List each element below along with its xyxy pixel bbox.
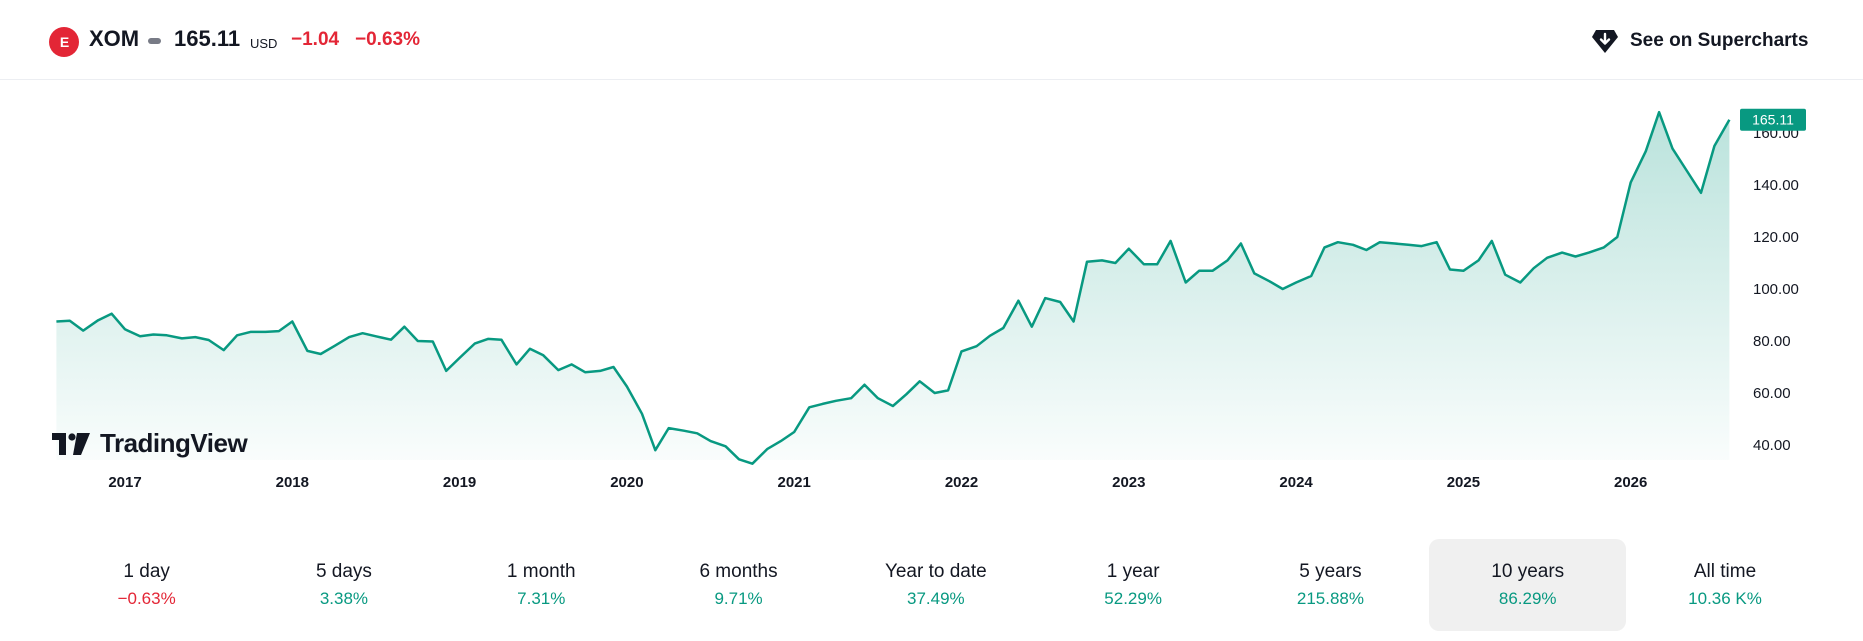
x-tick-label: 2021 bbox=[778, 474, 811, 491]
last-price: 165.11 bbox=[174, 26, 241, 51]
period-tab[interactable]: 5 years 215.88% bbox=[1232, 539, 1429, 631]
period-tab[interactable]: 6 months 9.71% bbox=[640, 539, 837, 631]
period-tab[interactable]: 5 days 3.38% bbox=[245, 539, 442, 631]
y-tick-label: 40.00 bbox=[1753, 437, 1791, 454]
price-line bbox=[56, 110, 1731, 465]
tradingview-logo-text: TradingView bbox=[100, 428, 248, 458]
period-change-value: 86.29% bbox=[1498, 589, 1557, 608]
x-tick-label: 2020 bbox=[610, 474, 643, 491]
x-tick-label: 2017 bbox=[108, 474, 141, 491]
period-tab[interactable]: 1 day −0.63% bbox=[48, 539, 245, 631]
price-area-fill bbox=[56, 112, 1730, 464]
period-label: 5 years bbox=[1299, 561, 1362, 582]
period-change-value: 52.29% bbox=[1104, 589, 1162, 608]
price-chart[interactable]: 160.00140.00120.00100.0080.0060.0040.00 … bbox=[0, 80, 1863, 500]
last-price-tag-label: 165.11 bbox=[1752, 112, 1794, 128]
period-tab[interactable]: 1 year 52.29% bbox=[1034, 539, 1231, 631]
exchange-logo-icon: E bbox=[49, 27, 79, 57]
period-tab[interactable]: Year to date 37.49% bbox=[837, 539, 1034, 631]
period-tab[interactable]: 1 month 7.31% bbox=[443, 539, 640, 631]
x-tick-label: 2026 bbox=[1614, 474, 1647, 491]
chart-header: E XOM 165.11 USD −1.04 −0.63% See on Sup… bbox=[0, 0, 1863, 80]
period-change-value: 215.88% bbox=[1296, 589, 1364, 608]
period-label: All time bbox=[1693, 561, 1757, 582]
diamond-arrow-icon bbox=[1592, 30, 1618, 53]
last-price-tag bbox=[1740, 108, 1806, 131]
period-change-value: 3.38% bbox=[319, 589, 369, 608]
x-tick-label: 2024 bbox=[1279, 474, 1313, 491]
period-change-value: 37.49% bbox=[907, 589, 965, 608]
price-change-percent: −0.63% bbox=[355, 29, 420, 50]
y-tick-label: 120.00 bbox=[1753, 229, 1799, 246]
period-label: 1 day bbox=[123, 561, 170, 582]
tradingview-logo: TradingView bbox=[52, 428, 248, 459]
period-label: 10 years bbox=[1491, 561, 1565, 582]
x-tick-label: 2025 bbox=[1447, 474, 1480, 491]
x-tick-label: 2023 bbox=[1112, 474, 1145, 491]
period-change-value: 10.36 K% bbox=[1688, 589, 1762, 608]
see-on-supercharts-button[interactable]: See on Supercharts bbox=[1590, 24, 1808, 58]
period-label: 5 days bbox=[315, 561, 372, 582]
period-tab[interactable]: All time 10.36 K% bbox=[1626, 539, 1823, 631]
currency-label: USD bbox=[250, 36, 278, 51]
x-tick-label: 2022 bbox=[945, 474, 978, 491]
period-tab[interactable]: 10 years 86.29% bbox=[1429, 539, 1627, 631]
period-label: 1 year bbox=[1106, 561, 1160, 582]
period-label: 1 month bbox=[506, 561, 576, 582]
x-tick-label: 2018 bbox=[276, 474, 309, 491]
separator-dash bbox=[148, 38, 161, 44]
y-tick-label: 60.00 bbox=[1753, 385, 1791, 402]
x-tick-label: 2019 bbox=[443, 474, 476, 491]
supercharts-label: See on Supercharts bbox=[1630, 30, 1809, 51]
price-change: −1.04 bbox=[291, 29, 340, 50]
period-label: Year to date bbox=[884, 561, 987, 582]
y-tick-label: 100.00 bbox=[1753, 281, 1799, 298]
symbol-name[interactable]: XOM bbox=[89, 26, 140, 51]
period-change-value: 9.71% bbox=[714, 589, 763, 608]
tradingview-mark-icon bbox=[52, 432, 90, 455]
period-label: 6 months bbox=[699, 561, 778, 582]
period-change-value: 7.31% bbox=[517, 589, 566, 608]
y-tick-label: 140.00 bbox=[1753, 177, 1799, 194]
y-tick-label: 80.00 bbox=[1753, 333, 1791, 350]
period-selector: 1 day −0.63% 5 days 3.38% 1 month 7.31% 6 mont… bbox=[48, 539, 1824, 631]
period-change-value: −0.63% bbox=[117, 589, 176, 608]
